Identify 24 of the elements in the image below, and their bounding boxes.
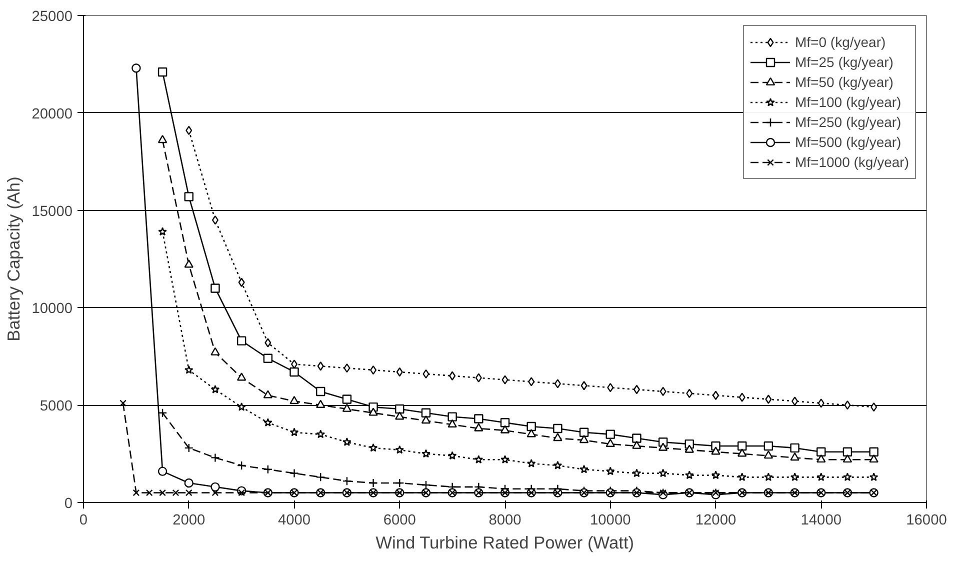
y-tick-label: 10000	[32, 301, 73, 318]
y-axis-title: Battery Capacity (Ah)	[4, 176, 24, 342]
legend-label: Mf=500 (kg/year)	[795, 134, 902, 150]
legend-label: Mf=0 (kg/year)	[795, 34, 886, 50]
x-axis-title: Wind Turbine Rated Power (Watt)	[376, 532, 634, 552]
legend-label: Mf=100 (kg/year)	[795, 94, 902, 110]
legend-label: Mf=1000 (kg/year)	[795, 154, 909, 170]
legend-label: Mf=250 (kg/year)	[795, 114, 902, 130]
x-tick-label: 0	[79, 512, 88, 528]
x-tick-label: 2000	[172, 512, 206, 528]
x-tick-label: 12000	[695, 512, 736, 528]
y-tick-label: 5000	[40, 398, 73, 415]
x-tick-label: 10000	[590, 512, 631, 528]
y-tick-label: 15000	[32, 204, 73, 220]
legend-label: Mf=50 (kg/year)	[795, 74, 894, 90]
x-tick-label: 4000	[278, 512, 311, 528]
x-tick-label: 14000	[800, 512, 842, 528]
y-tick-label: 0	[64, 496, 73, 512]
y-tick-label: 25000	[32, 9, 73, 25]
legend-label: Mf=25 (kg/year)	[795, 54, 894, 70]
x-tick-label: 16000	[906, 512, 947, 528]
y-tick-label: 20000	[32, 106, 73, 122]
x-tick-label: 8000	[488, 512, 522, 528]
x-tick-label: 6000	[383, 512, 416, 528]
